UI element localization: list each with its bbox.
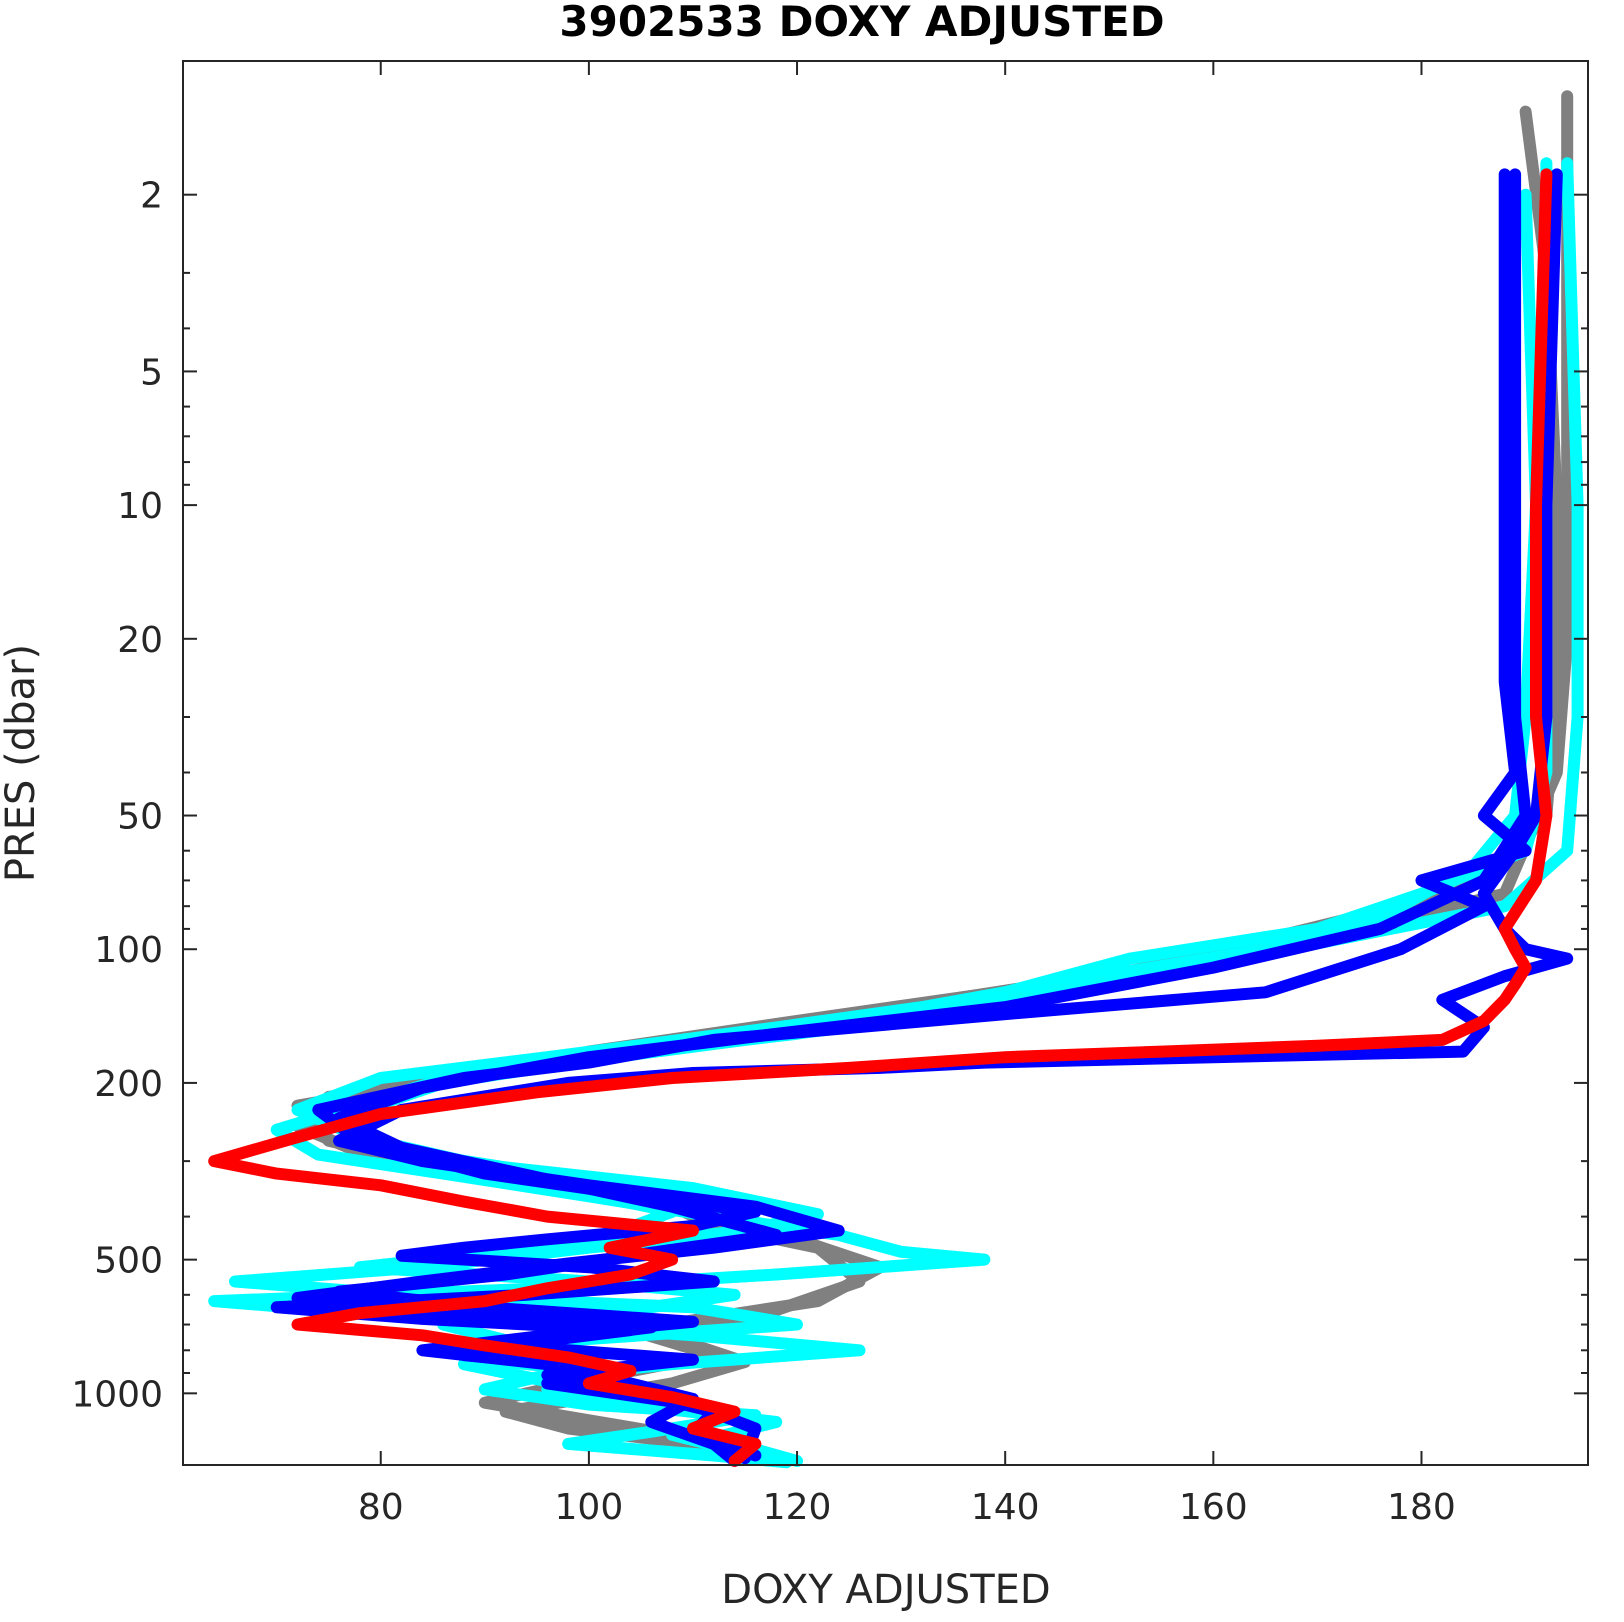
y-tick-label: 10 [117,486,163,527]
y-tick-label: 5 [140,352,163,393]
x-tick-label: 180 [1387,1487,1456,1528]
y-tick-label: 200 [94,1064,163,1105]
y-axis-label: PRES (dbar) [0,644,44,882]
axis-ticks: 80 100 120 140 160 180 2 5 10 20 50 100 200 500 1000 [71,60,1588,1528]
y-tick-label: 50 [117,797,163,838]
profile-series-3 [208,157,1553,1469]
plot-frame [182,60,1589,1466]
x-tick-label: 140 [971,1487,1040,1528]
x-tick-label: 80 [358,1487,404,1528]
y-tick-label: 2 [140,176,163,217]
y-tick-label: 1000 [71,1374,163,1415]
y-tick-label: 100 [94,930,163,971]
x-tick-label: 100 [555,1487,624,1528]
y-tick-label: 500 [94,1241,163,1282]
y-tick-label: 20 [117,620,163,661]
plot-area [208,90,1584,1469]
chart-title: 3902533 DOXY ADJUSTED [559,0,1164,46]
x-axis-label: DOXY ADJUSTED [721,1567,1050,1613]
x-tick-label: 160 [1179,1487,1248,1528]
profile-series-9 [208,168,1553,1467]
x-tick-label: 120 [763,1487,832,1528]
